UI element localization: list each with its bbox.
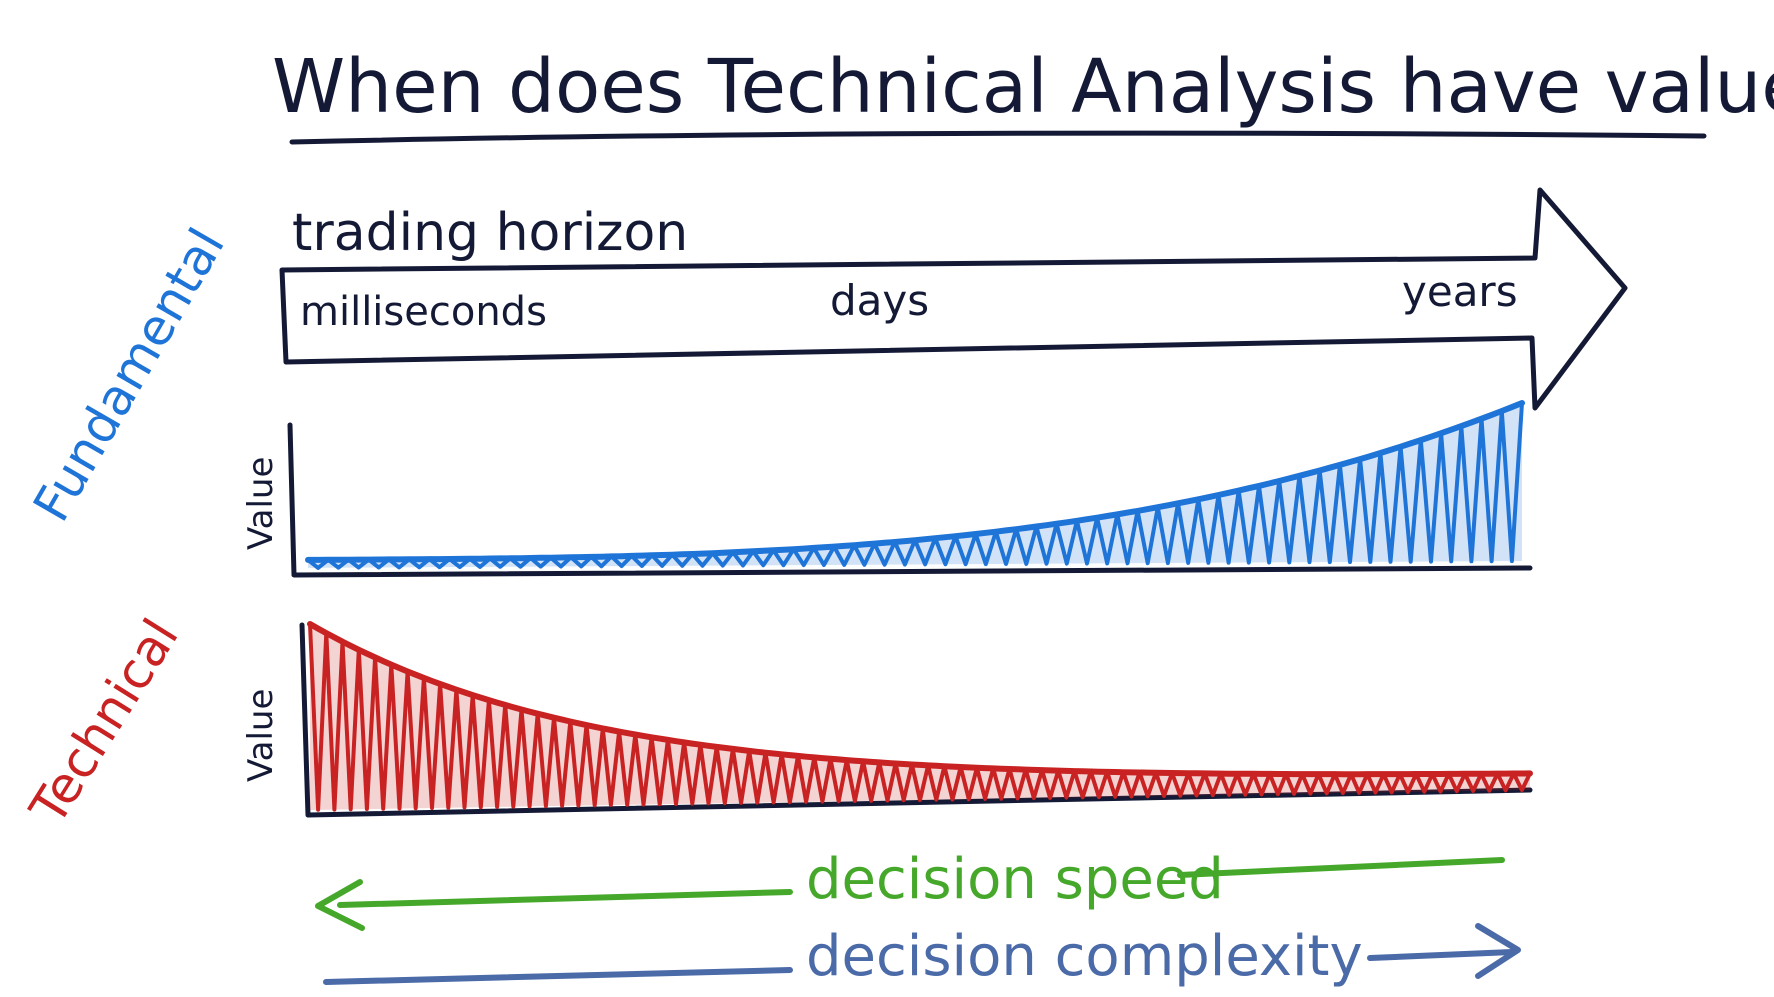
technical-value-curve [307, 621, 1533, 778]
fundamental-axis-label: Value [241, 457, 281, 550]
decision-speed-line-left [337, 889, 793, 908]
technical-axes [299, 622, 1533, 818]
decision-speed-line-right [1177, 857, 1505, 878]
decision-speed-label: decision speed [806, 847, 1224, 912]
decision-complexity-line-right [1367, 949, 1515, 961]
horizon-label: trading horizon [292, 203, 688, 263]
fundamental-value-area [308, 403, 1522, 568]
decision-complexity-label: decision complexity [806, 924, 1363, 989]
title-underline [289, 130, 1707, 145]
fundamental-side-label: Fundamental [22, 219, 236, 531]
fundamental-value-curve [305, 400, 1525, 563]
horizon-tick-years: years [1402, 267, 1518, 316]
decision-complexity-line-left [323, 967, 793, 985]
decision-speed-arrowhead [315, 879, 365, 931]
horizon-tick-days: days [830, 276, 929, 325]
technical-axis-label: Value [241, 689, 281, 782]
horizon-arrow [279, 187, 1628, 411]
decision-complexity-arrowhead [1475, 923, 1521, 979]
page-title: When does Technical Analysis have value? [272, 44, 1774, 130]
horizon-tick-milliseconds: milliseconds [300, 289, 547, 335]
technical-side-label: Technical [18, 609, 189, 835]
fundamental-axes [287, 422, 1533, 578]
technical-value-hatching [308, 623, 1532, 812]
